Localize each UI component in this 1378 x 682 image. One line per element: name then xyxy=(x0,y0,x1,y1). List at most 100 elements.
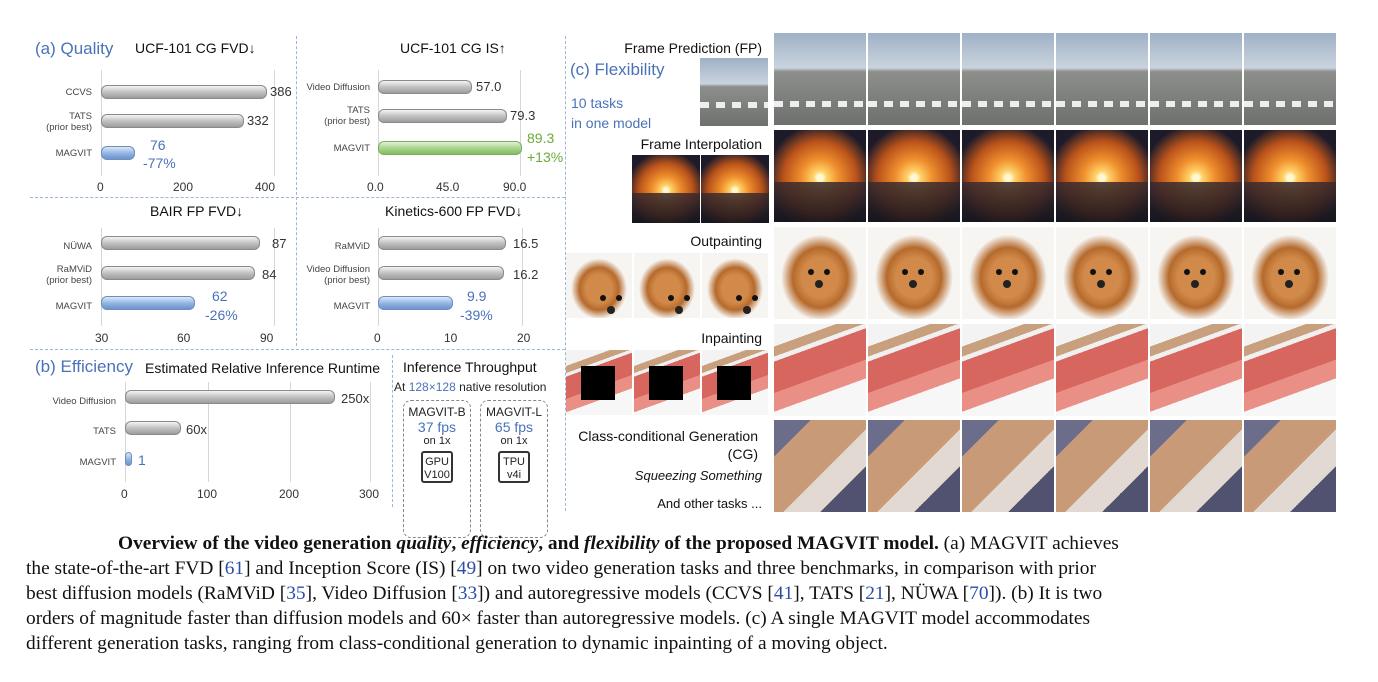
device-count: on 1x xyxy=(500,435,528,447)
ip-masked-frame xyxy=(702,350,768,415)
bar-label: MAGVIT xyxy=(55,148,92,159)
op-condition-frame xyxy=(702,253,768,318)
op-condition-frame xyxy=(566,253,632,318)
bar-label: MAGVIT xyxy=(55,301,92,312)
bar-video-diffusion xyxy=(125,390,335,404)
figure-caption: orders of magnitude faster than diffusio… xyxy=(26,608,1091,629)
task-frame-interpolation: Frame Interpolation xyxy=(640,136,762,152)
fp-condition-frame xyxy=(700,58,768,126)
bar-delta: -39% xyxy=(460,307,493,323)
tick: 100 xyxy=(197,487,218,501)
cg-frame xyxy=(1244,420,1336,512)
ip-masked-frame xyxy=(566,350,632,415)
fi-start-frame xyxy=(632,155,700,223)
tick: 0 xyxy=(97,180,104,194)
bar-magvit xyxy=(101,146,135,160)
ip-frame xyxy=(1150,324,1242,416)
fp-frame xyxy=(962,33,1054,125)
device-count: on 1x xyxy=(423,435,451,447)
bar-label: TATS xyxy=(93,426,116,437)
chart-title: UCF-101 CG IS↑ xyxy=(400,40,506,56)
tick: 200 xyxy=(173,180,194,194)
bar-value: 76 xyxy=(150,137,166,153)
ip-frame xyxy=(868,324,960,416)
fi-frame xyxy=(1056,130,1148,222)
bar-value: 60x xyxy=(186,422,207,437)
cg-frame xyxy=(962,420,1054,512)
tick: 30 xyxy=(95,331,109,345)
tick: 90 xyxy=(260,331,274,345)
bar-label: MAGVIT xyxy=(333,301,370,312)
tick: 60 xyxy=(177,331,191,345)
ip-frame xyxy=(962,324,1054,416)
fp-frame xyxy=(1244,33,1336,125)
fps-value: 65 fps xyxy=(494,419,534,435)
bar-nuwa xyxy=(101,236,260,250)
tick: 45.0 xyxy=(436,180,460,194)
bar-label: Video Diffusion xyxy=(306,82,370,93)
throughput-title: Inference Throughput xyxy=(403,359,537,375)
task-outpainting: Outpainting xyxy=(690,233,762,249)
op-frame xyxy=(1150,227,1242,319)
bar-ramvid xyxy=(378,236,506,250)
model-name: MAGVIT-L xyxy=(485,405,542,419)
op-frame xyxy=(868,227,960,319)
bar-label: NÜWA xyxy=(63,241,92,252)
bar-magvit xyxy=(125,452,132,466)
separator xyxy=(392,355,393,507)
bar-ramvid xyxy=(101,266,255,280)
fi-end-frame xyxy=(701,155,769,223)
bar-label: TATS (prior best) xyxy=(324,105,370,127)
cg-frame xyxy=(1056,420,1148,512)
bar-delta: -26% xyxy=(205,307,238,323)
cg-frame xyxy=(774,420,866,512)
fi-frame xyxy=(1244,130,1336,222)
bar-magvit xyxy=(378,296,453,310)
tick: 300 xyxy=(359,487,380,501)
bar-tats xyxy=(101,114,244,128)
chart-title: BAIR FP FVD↓ xyxy=(150,203,244,219)
bar-value: 332 xyxy=(247,113,269,128)
op-condition-frame xyxy=(634,253,700,318)
fi-frame xyxy=(868,130,960,222)
bar-ccvs xyxy=(101,85,267,99)
bar-value: 79.3 xyxy=(510,108,536,123)
tick: 10 xyxy=(444,331,458,345)
tick: 0 xyxy=(121,487,128,501)
figure-caption: the state-of-the-art FVD [61] and Incept… xyxy=(26,558,1096,579)
chart-title: UCF-101 CG FVD↓ xyxy=(135,40,256,56)
bar-value: 16.2 xyxy=(513,267,539,282)
fps-value: 37 fps xyxy=(417,419,457,435)
fp-frame xyxy=(868,33,960,125)
panel-c-label: (c) Flexibility xyxy=(570,60,665,79)
other-tasks: And other tasks ... xyxy=(657,496,762,511)
device-card-magvit-l: MAGVIT-L 65 fps on 1x TPU v4i xyxy=(480,400,548,538)
bar-value: 89.3 xyxy=(527,130,555,146)
bar-label: MAGVIT xyxy=(79,457,116,468)
cg-frame xyxy=(1150,420,1242,512)
figure-caption: Overview of the video generation quality… xyxy=(118,533,1119,554)
bar-label: TATS (prior best) xyxy=(46,111,92,133)
tick: 400 xyxy=(255,180,276,194)
ip-frame xyxy=(1244,324,1336,416)
bar-label: MAGVIT xyxy=(333,143,370,154)
bar-tats xyxy=(378,109,507,123)
bar-magvit xyxy=(378,141,522,155)
figure-caption: different generation tasks, ranging from… xyxy=(26,633,888,654)
tick: 0.0 xyxy=(367,180,384,194)
separator xyxy=(296,36,297,346)
gpu-chip-icon: GPU V100 xyxy=(421,451,453,483)
fi-frame xyxy=(1150,130,1242,222)
task-inpainting: Inpainting xyxy=(701,330,762,346)
bar-value: 9.9 xyxy=(467,288,487,304)
op-frame xyxy=(774,227,866,319)
separator xyxy=(30,349,565,350)
bar-video-diffusion xyxy=(378,266,504,280)
device-card-magvit-b: MAGVIT-B 37 fps on 1x GPU V100 xyxy=(403,400,471,538)
bar-video-diffusion xyxy=(378,80,472,94)
runtime-title: Estimated Relative Inference Runtime xyxy=(145,360,380,376)
fi-frame xyxy=(962,130,1054,222)
bar-tats xyxy=(125,421,181,435)
ip-frame xyxy=(1056,324,1148,416)
bar-value: 57.0 xyxy=(476,79,502,94)
